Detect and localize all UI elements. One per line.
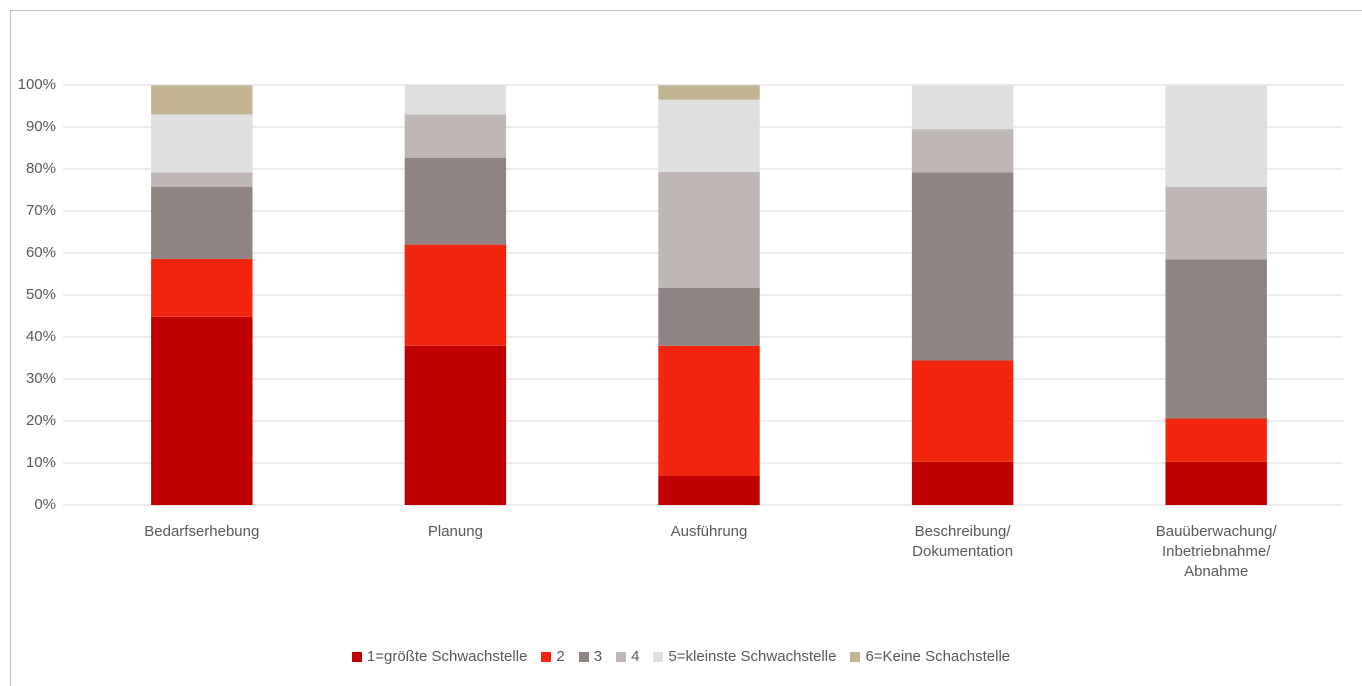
bar-segment <box>1165 461 1267 505</box>
bar-segment <box>404 345 507 505</box>
bar-segment <box>404 85 507 115</box>
legend-swatch <box>653 651 664 662</box>
bar-segment <box>1165 187 1267 260</box>
legend-item: 4 <box>616 648 639 665</box>
legend-swatch <box>351 651 362 662</box>
y-tick-label: 30% <box>26 370 56 387</box>
legend-item: 3 <box>578 648 603 665</box>
legend-label: 5=kleinste Schwachstelle <box>668 648 837 665</box>
x-tick-label: Planung <box>427 523 483 540</box>
legend-item: 1=größte Schwachstelle <box>351 648 528 665</box>
bar-segment <box>404 114 507 158</box>
legend-swatch <box>578 651 589 662</box>
legend-item: 2 <box>541 648 565 665</box>
bar-segment <box>1165 259 1267 419</box>
y-tick-label: 100% <box>18 76 56 93</box>
y-tick-label: 70% <box>26 202 56 219</box>
legend-swatch <box>616 651 627 662</box>
bar-segment <box>1165 85 1267 188</box>
bar-segment <box>911 129 1014 173</box>
bar-segment <box>658 171 760 288</box>
bar-segment <box>658 345 760 477</box>
legend-label: 2 <box>556 648 565 665</box>
bar-segment <box>404 244 507 346</box>
bar-segment <box>151 114 253 173</box>
chart-border <box>10 10 1362 686</box>
bar-segment <box>911 360 1014 462</box>
legend: 1=größte Schwachstelle 2 3 4 5=kleinste Schw… <box>0 648 1362 665</box>
y-tick-label: 0% <box>34 496 56 513</box>
bar-segment <box>404 157 507 245</box>
bar-segment <box>658 287 760 346</box>
bar-segment <box>151 258 253 317</box>
bar-segment <box>151 186 253 259</box>
bar-segment <box>911 172 1014 361</box>
bar-segment <box>911 85 1014 130</box>
bar-segment <box>658 99 760 172</box>
legend-label: 1=größte Schwachstelle <box>366 648 528 665</box>
bar-segment <box>658 85 760 100</box>
bar-segment <box>151 316 253 505</box>
bar-segment <box>151 85 253 115</box>
legend-item: 5=kleinste Schwachstelle <box>653 648 836 665</box>
legend-swatch <box>850 651 861 662</box>
x-tick-label: Bedarfserhebung <box>144 523 260 540</box>
y-tick-label: 20% <box>26 412 56 429</box>
legend-label: 3 <box>593 648 603 665</box>
legend-label: 6=Keine Schachstelle <box>865 648 1011 665</box>
y-tick-label: 40% <box>26 328 56 345</box>
y-tick-label: 80% <box>26 160 56 177</box>
x-tick-label: Beschreibung/ Dokumentation <box>912 523 1014 560</box>
bar-segment <box>1165 418 1267 462</box>
y-tick-label: 10% <box>26 454 56 471</box>
bar-segment <box>658 476 760 505</box>
y-tick-label: 60% <box>26 244 56 261</box>
y-tick-label: 50% <box>26 286 56 303</box>
legend-item: 6=Keine Schachstelle <box>850 648 1010 665</box>
legend-label: 4 <box>631 648 640 665</box>
bar-segment <box>911 461 1014 505</box>
x-tick-label: Bauüberwachung/ Inbetriebnahme/ Abnahme <box>1155 523 1277 580</box>
bar-segment <box>151 172 253 187</box>
y-tick-label: 90% <box>26 118 56 135</box>
x-tick-label: Ausführung <box>670 523 748 540</box>
legend-swatch <box>541 651 552 662</box>
